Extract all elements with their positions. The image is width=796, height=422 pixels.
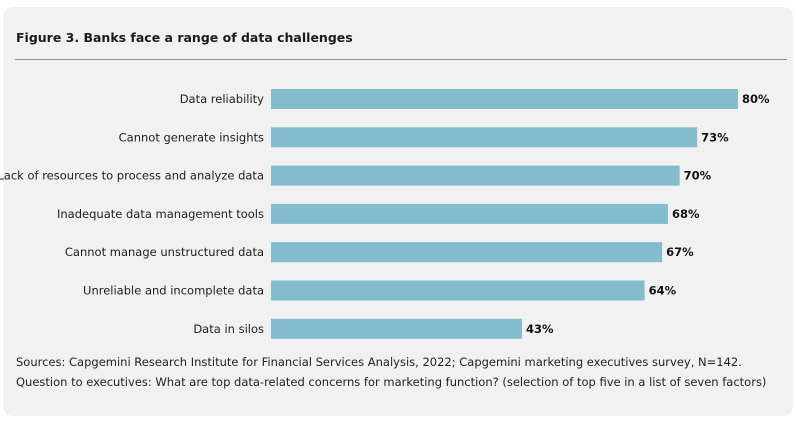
bar xyxy=(271,242,663,263)
category-label: Lack of resources to process and analyze… xyxy=(0,169,264,183)
category-label: Inadequate data management tools xyxy=(57,207,264,221)
title-divider xyxy=(15,59,787,60)
category-label: Unreliable and incomplete data xyxy=(83,284,264,298)
value-label: 67% xyxy=(666,245,694,259)
question-note: Question to executives: What are top dat… xyxy=(16,375,767,389)
bar xyxy=(271,127,698,148)
value-label: 64% xyxy=(649,284,677,298)
category-label: Data in silos xyxy=(193,322,264,336)
value-label: 70% xyxy=(684,169,712,183)
value-label: 68% xyxy=(672,207,700,221)
value-label: 73% xyxy=(701,130,729,144)
category-label: Cannot generate insights xyxy=(119,130,264,144)
value-label: 43% xyxy=(526,322,554,336)
bar xyxy=(271,89,738,109)
bar xyxy=(271,318,523,339)
category-label: Cannot manage unstructured data xyxy=(65,245,264,259)
value-label: 80% xyxy=(742,92,770,106)
bar xyxy=(271,165,680,186)
sources-note: Sources: Capgemini Research Institute fo… xyxy=(16,355,742,369)
chart-title: Figure 3. Banks face a range of data cha… xyxy=(16,30,353,45)
bar xyxy=(271,280,645,301)
bar xyxy=(271,203,668,224)
category-label: Data reliability xyxy=(180,92,264,106)
